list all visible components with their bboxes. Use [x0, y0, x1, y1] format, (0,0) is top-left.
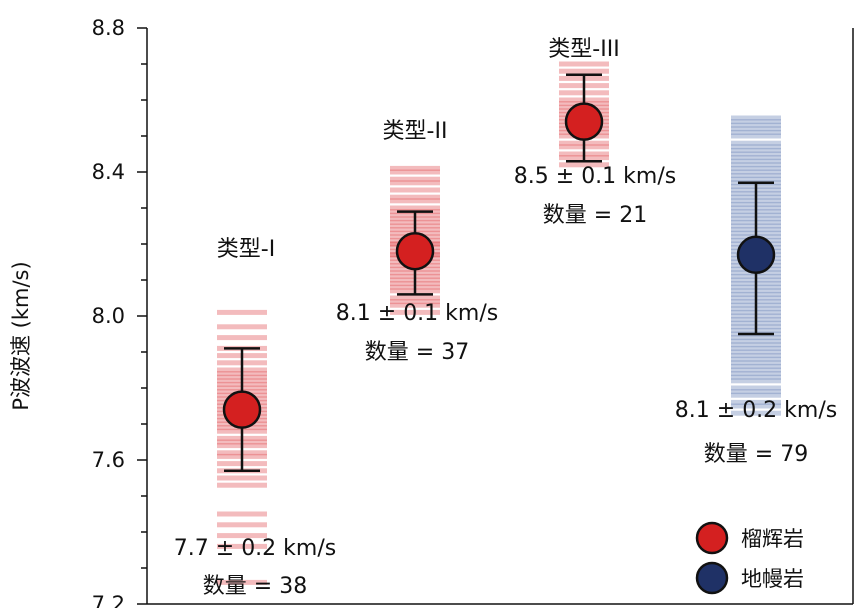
- axes: 7.2 7.6 8.0 8.4 8.8 P波波速 (km/s): [9, 16, 854, 608]
- sample-band: [217, 335, 267, 341]
- sample-band: [731, 378, 781, 384]
- sample-band: [731, 119, 781, 125]
- sample-band: [390, 302, 440, 308]
- y-tick-label: 8.0: [92, 304, 125, 328]
- annotations: 类型-I 类型-II 类型-III 7.7 ± 0.2 km/s 数量 = 38 8.1 …: [174, 37, 837, 599]
- group-name-label: 类型-II: [383, 119, 448, 144]
- sample-band: [217, 533, 267, 539]
- sample-band: [731, 371, 781, 377]
- sample-band: [731, 335, 781, 341]
- sample-band: [731, 356, 781, 362]
- y-tick-label: 7.6: [92, 448, 125, 472]
- sample-band: [559, 61, 609, 67]
- sample-band: [390, 198, 440, 204]
- sample-band: [731, 342, 781, 348]
- sample-band: [731, 176, 781, 182]
- sample-band: [731, 158, 781, 164]
- sample-band: [731, 129, 781, 135]
- sample-band: [731, 410, 781, 416]
- sample-band: [217, 324, 267, 330]
- sample-band: [731, 367, 781, 373]
- group-stat-count: 数量 = 37: [365, 340, 469, 365]
- sample-band: [390, 176, 440, 182]
- sample-band: [731, 140, 781, 146]
- group-stat-count: 数量 = 38: [203, 574, 307, 599]
- sample-band: [731, 345, 781, 351]
- mean-marker: [736, 235, 776, 275]
- y-tick-label: 7.2: [92, 592, 125, 608]
- sample-band: [731, 165, 781, 171]
- legend-marker: [695, 561, 729, 595]
- sample-band: [731, 147, 781, 153]
- sample-band: [390, 205, 440, 211]
- mean-marker: [395, 231, 435, 271]
- group-stat-count: 数量 = 79: [704, 442, 808, 467]
- group-markers: [222, 73, 776, 473]
- sample-band: [217, 579, 267, 585]
- sample-band: [559, 162, 609, 168]
- legend-label: 地幔岩: [741, 567, 804, 591]
- sample-bands: [217, 61, 781, 585]
- sample-band: [731, 349, 781, 355]
- sample-band: [390, 187, 440, 193]
- sample-band: [731, 353, 781, 359]
- group-stat-value: 8.1 ± 0.2 km/s: [675, 398, 837, 423]
- sample-band: [731, 115, 781, 121]
- sample-band: [731, 151, 781, 157]
- sample-band: [390, 295, 440, 301]
- sample-band: [217, 543, 267, 549]
- sample-band: [731, 155, 781, 161]
- sample-band: [731, 392, 781, 398]
- sample-band: [731, 385, 781, 391]
- sample-band: [390, 180, 440, 186]
- y-tick-label: 8.8: [92, 16, 125, 40]
- sample-band: [731, 403, 781, 409]
- sample-band: [217, 482, 267, 488]
- sample-band: [731, 122, 781, 128]
- sample-band: [390, 165, 440, 171]
- group-stat-count: 数量 = 21: [543, 203, 647, 228]
- sample-band: [731, 389, 781, 395]
- group-stat-value: 8.5 ± 0.1 km/s: [514, 164, 676, 189]
- sample-band: [390, 194, 440, 200]
- sample-band: [217, 309, 267, 315]
- mean-marker: [564, 102, 604, 141]
- sample-band: [731, 169, 781, 175]
- sample-band: [217, 511, 267, 517]
- sample-band: [217, 475, 267, 481]
- sample-band: [731, 374, 781, 380]
- mean-marker: [222, 390, 262, 429]
- sample-band: [731, 338, 781, 344]
- sample-band: [390, 299, 440, 305]
- sample-band: [731, 126, 781, 132]
- group-name-label: 类型-III: [548, 37, 619, 62]
- y-tick-label: 8.4: [92, 160, 125, 184]
- sample-band: [731, 173, 781, 179]
- sample-band: [731, 363, 781, 369]
- sample-band: [731, 144, 781, 150]
- y-axis-title: P波波速 (km/s): [9, 261, 33, 410]
- legend-label: 榴辉岩: [741, 527, 804, 551]
- group-stat-value: 7.7 ± 0.2 km/s: [174, 536, 336, 561]
- sample-band: [731, 133, 781, 139]
- group-name-label: 类型-I: [217, 237, 275, 262]
- sample-band: [217, 522, 267, 528]
- sample-band: [559, 68, 609, 74]
- sample-band: [731, 162, 781, 168]
- legend-marker: [695, 521, 729, 555]
- sample-band: [390, 309, 440, 315]
- sample-band: [731, 399, 781, 405]
- sample-band: [731, 360, 781, 366]
- sample-band: [390, 169, 440, 175]
- group-stat-value: 8.1 ± 0.1 km/s: [336, 301, 498, 326]
